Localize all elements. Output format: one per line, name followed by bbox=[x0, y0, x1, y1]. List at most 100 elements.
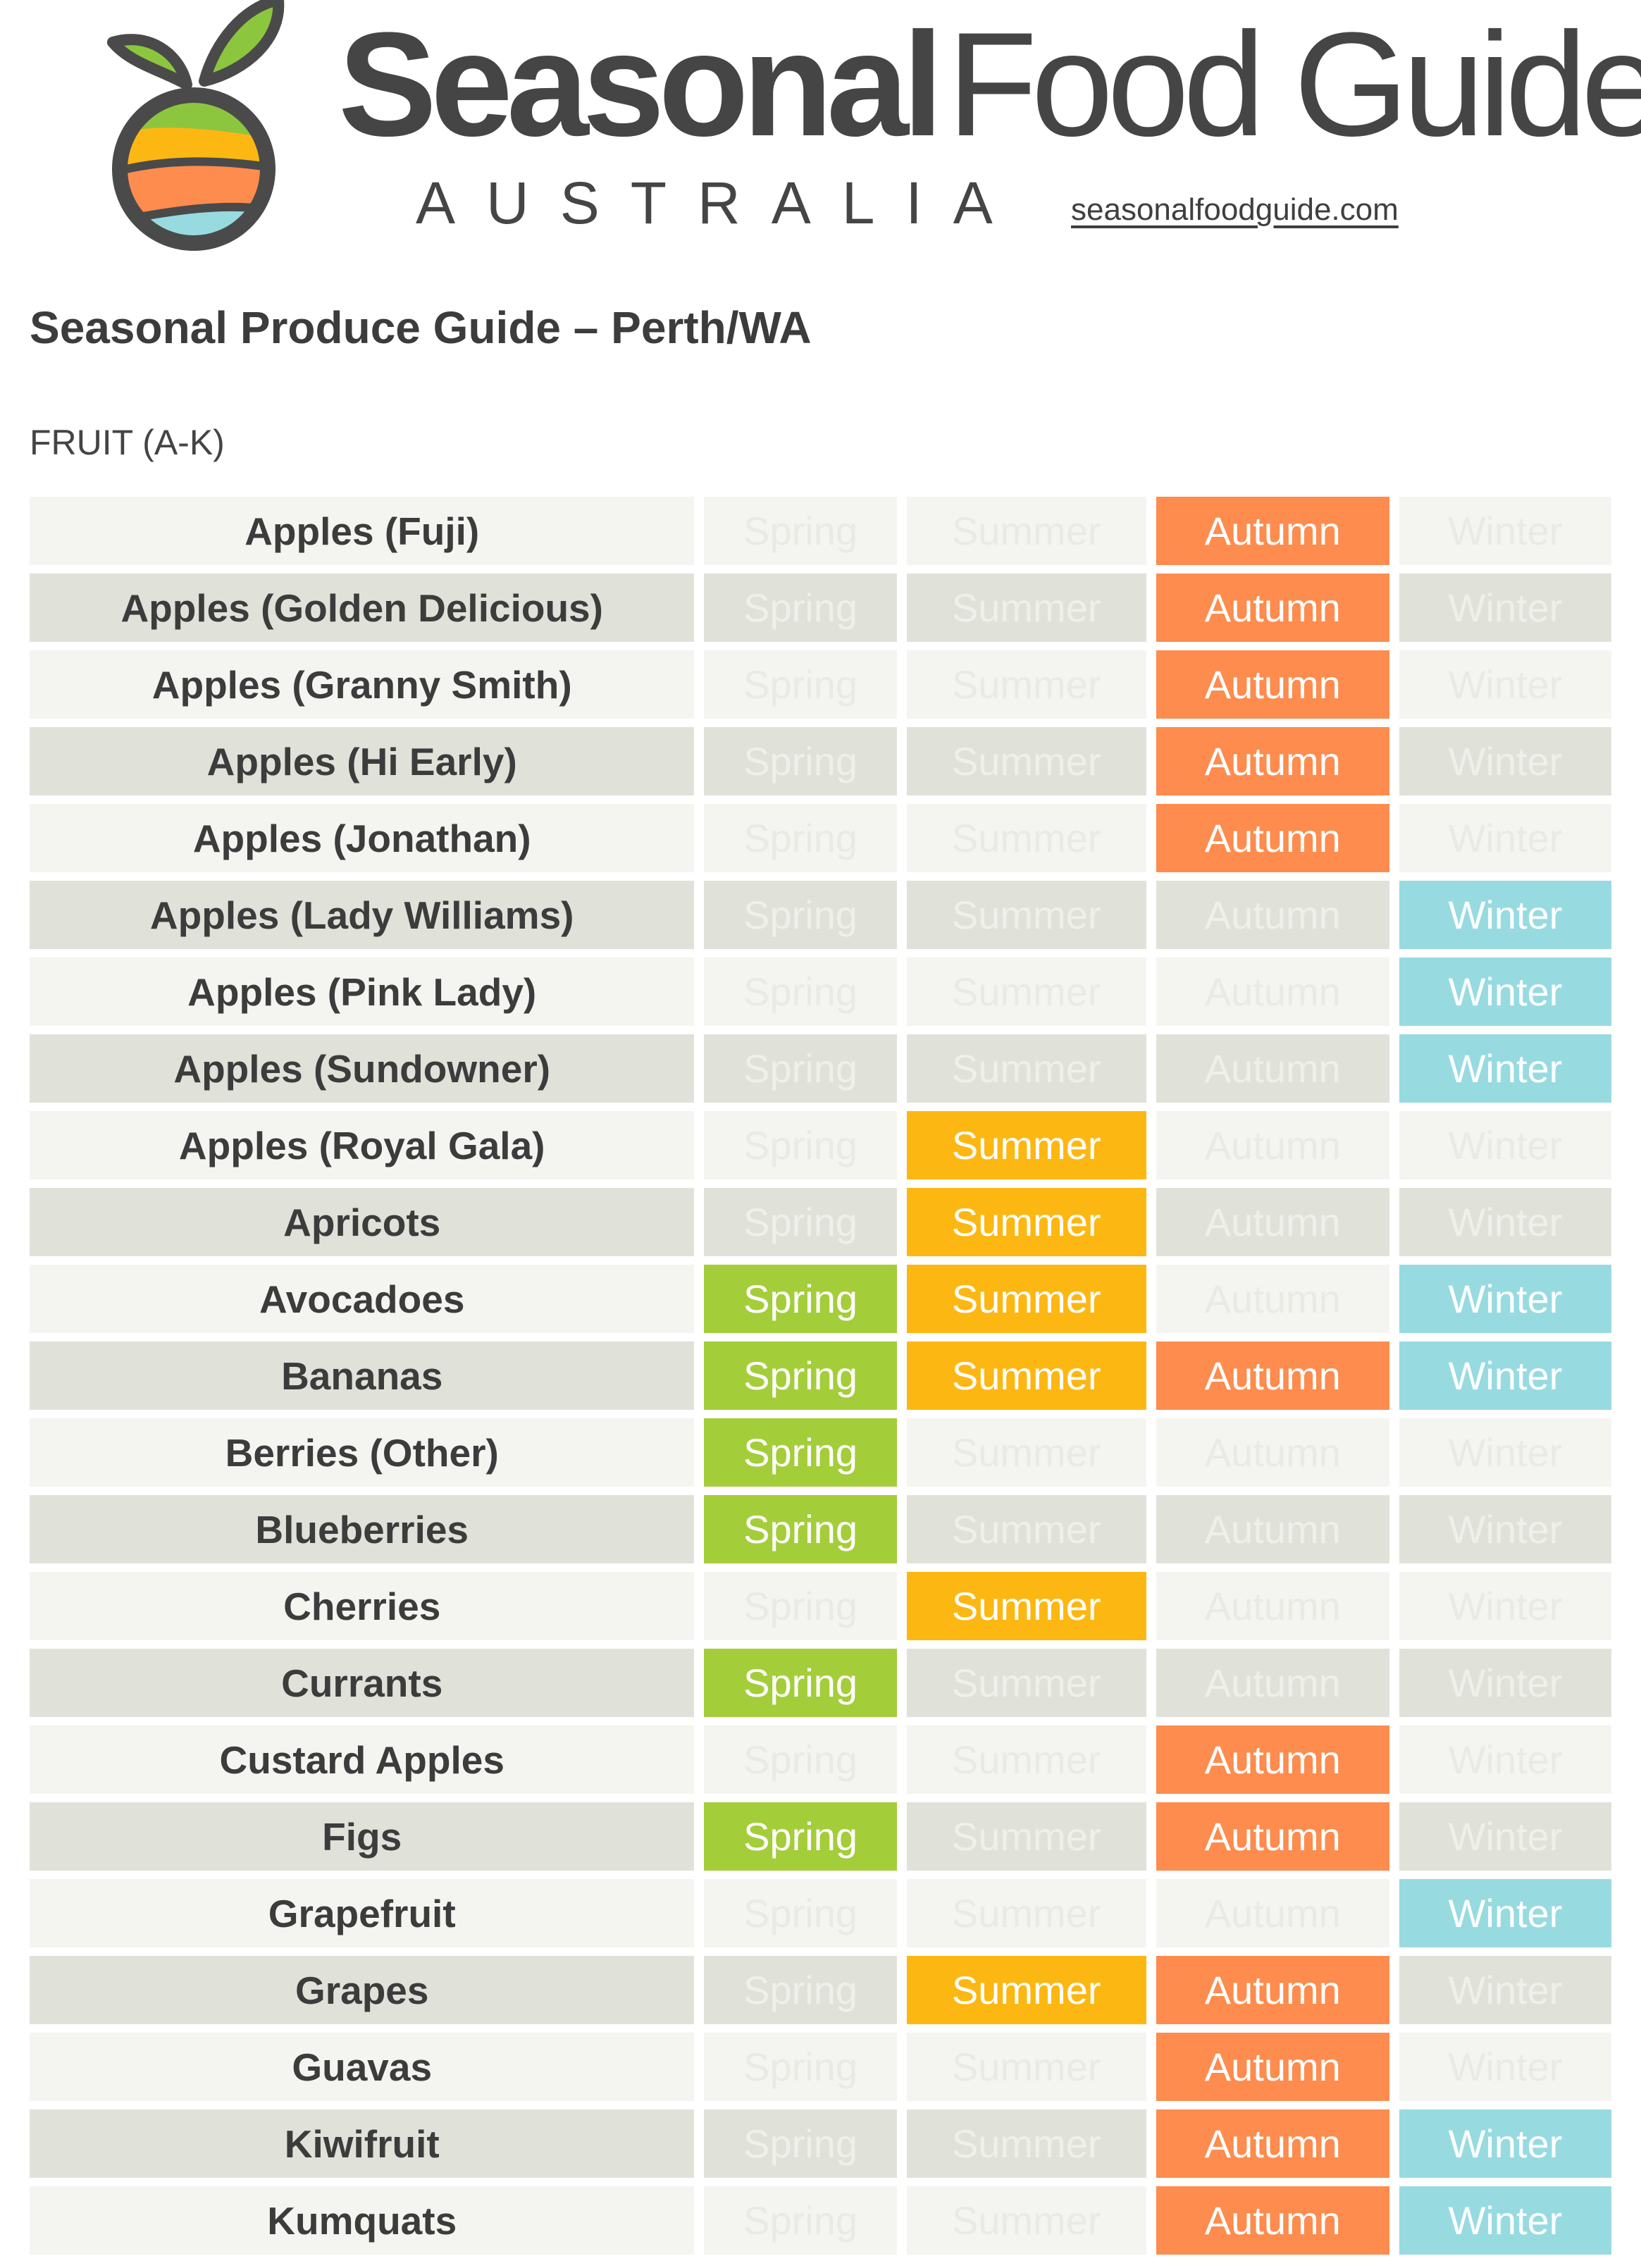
autumn-cell: Autumn bbox=[1156, 650, 1389, 719]
autumn-cell: Autumn bbox=[1156, 881, 1389, 949]
produce-name: Custard Apples bbox=[30, 1725, 695, 1794]
produce-name: Apples (Pink Lady) bbox=[30, 958, 695, 1026]
spring-cell: Spring bbox=[704, 1188, 897, 1256]
section-label: FRUIT (A-K) bbox=[30, 423, 225, 462]
autumn-cell: Autumn bbox=[1156, 727, 1389, 795]
table-row: Apples (Fuji) Spring Summer Autumn Winter bbox=[30, 497, 1611, 565]
produce-name: Bananas bbox=[30, 1341, 695, 1410]
table-row: Kumquats Spring Summer Autumn Winter bbox=[30, 2186, 1611, 2255]
autumn-cell: Autumn bbox=[1156, 2109, 1389, 2178]
produce-name: Apples (Hi Early) bbox=[30, 727, 695, 795]
brand-country: AUSTRALIA bbox=[416, 170, 1024, 236]
produce-name: Currants bbox=[30, 1649, 695, 1717]
summer-cell: Summer bbox=[906, 2109, 1146, 2178]
autumn-cell: Autumn bbox=[1156, 1572, 1389, 1640]
autumn-cell: Autumn bbox=[1156, 1956, 1389, 2024]
winter-cell: Winter bbox=[1399, 881, 1611, 949]
summer-cell: Summer bbox=[906, 1879, 1146, 1947]
autumn-cell: Autumn bbox=[1156, 1265, 1389, 1333]
summer-cell: Summer bbox=[906, 1725, 1146, 1794]
autumn-cell: Autumn bbox=[1156, 2033, 1389, 2101]
produce-name: Kiwifruit bbox=[30, 2109, 695, 2178]
winter-cell: Winter bbox=[1399, 1034, 1611, 1103]
produce-name: Blueberries bbox=[30, 1495, 695, 1563]
spring-cell: Spring bbox=[704, 1418, 897, 1487]
produce-name: Figs bbox=[30, 1802, 695, 1871]
winter-cell: Winter bbox=[1399, 1188, 1611, 1256]
brand-title-bold: Seasonal bbox=[338, 1, 943, 167]
autumn-cell: Autumn bbox=[1156, 2186, 1389, 2255]
spring-cell: Spring bbox=[704, 1802, 897, 1871]
table-row: Apples (Royal Gala) Spring Summer Autumn Win… bbox=[30, 1111, 1611, 1179]
table-row: Avocadoes Spring Summer Autumn Winter bbox=[30, 1265, 1611, 1333]
summer-cell: Summer bbox=[906, 2033, 1146, 2101]
autumn-cell: Autumn bbox=[1156, 1879, 1389, 1947]
produce-name: Apples (Fuji) bbox=[30, 497, 695, 565]
autumn-cell: Autumn bbox=[1156, 497, 1389, 565]
table-row: Guavas Spring Summer Autumn Winter bbox=[30, 2033, 1611, 2101]
table-row: Apples (Sundowner) Spring Summer Autumn Wint… bbox=[30, 1034, 1611, 1103]
spring-cell: Spring bbox=[704, 2033, 897, 2101]
spring-cell: Spring bbox=[704, 1265, 897, 1333]
summer-cell: Summer bbox=[906, 1802, 1146, 1871]
produce-name: Grapes bbox=[30, 1956, 695, 2024]
winter-cell: Winter bbox=[1399, 1879, 1611, 1947]
website-link[interactable]: seasonalfoodguide.com bbox=[1071, 192, 1399, 227]
autumn-cell: Autumn bbox=[1156, 1725, 1389, 1794]
autumn-cell: Autumn bbox=[1156, 1188, 1389, 1256]
autumn-cell: Autumn bbox=[1156, 1418, 1389, 1487]
table-row: Apples (Granny Smith) Spring Summer Autumn W… bbox=[30, 650, 1611, 719]
table-row: Custard Apples Spring Summer Autumn Winter bbox=[30, 1725, 1611, 1794]
spring-cell: Spring bbox=[704, 1649, 897, 1717]
winter-cell: Winter bbox=[1399, 1572, 1611, 1640]
summer-cell: Summer bbox=[906, 958, 1146, 1026]
winter-cell: Winter bbox=[1399, 1265, 1611, 1333]
summer-cell: Summer bbox=[906, 574, 1146, 642]
produce-table: Apples (Fuji) Spring Summer Autumn Winter App… bbox=[30, 497, 1611, 2263]
produce-name: Apples (Sundowner) bbox=[30, 1034, 695, 1103]
winter-cell: Winter bbox=[1399, 1649, 1611, 1717]
winter-cell: Winter bbox=[1399, 1802, 1611, 1871]
summer-cell: Summer bbox=[906, 804, 1146, 872]
summer-cell: Summer bbox=[906, 1034, 1146, 1103]
spring-cell: Spring bbox=[704, 1956, 897, 2024]
table-row: Grapes Spring Summer Autumn Winter bbox=[30, 1956, 1611, 2024]
winter-cell: Winter bbox=[1399, 804, 1611, 872]
autumn-cell: Autumn bbox=[1156, 1034, 1389, 1103]
table-row: Apples (Pink Lady) Spring Summer Autumn Wint… bbox=[30, 958, 1611, 1026]
winter-cell: Winter bbox=[1399, 2109, 1611, 2178]
produce-name: Cherries bbox=[30, 1572, 695, 1640]
brand-title: SeasonalFood Guide bbox=[338, 11, 1641, 159]
spring-cell: Spring bbox=[704, 2109, 897, 2178]
produce-name: Apples (Lady Williams) bbox=[30, 881, 695, 949]
table-row: Berries (Other) Spring Summer Autumn Winter bbox=[30, 1418, 1611, 1487]
logo-icon bbox=[107, 0, 285, 251]
winter-cell: Winter bbox=[1399, 497, 1611, 565]
winter-cell: Winter bbox=[1399, 1418, 1611, 1487]
produce-name: Guavas bbox=[30, 2033, 695, 2101]
spring-cell: Spring bbox=[704, 497, 897, 565]
brand-title-light: Food Guide bbox=[947, 1, 1641, 167]
summer-cell: Summer bbox=[906, 1495, 1146, 1563]
produce-name: Kumquats bbox=[30, 2186, 695, 2255]
spring-cell: Spring bbox=[704, 1879, 897, 1947]
summer-cell: Summer bbox=[906, 1418, 1146, 1487]
table-row: Figs Spring Summer Autumn Winter bbox=[30, 1802, 1611, 1871]
spring-cell: Spring bbox=[704, 1572, 897, 1640]
winter-cell: Winter bbox=[1399, 1725, 1611, 1794]
page-title: Seasonal Produce Guide – Perth/WA bbox=[30, 302, 812, 353]
summer-cell: Summer bbox=[906, 2186, 1146, 2255]
spring-cell: Spring bbox=[704, 1034, 897, 1103]
autumn-cell: Autumn bbox=[1156, 574, 1389, 642]
produce-name: Apples (Golden Delicious) bbox=[30, 574, 695, 642]
winter-cell: Winter bbox=[1399, 1956, 1611, 2024]
table-row: Apricots Spring Summer Autumn Winter bbox=[30, 1188, 1611, 1256]
produce-name: Berries (Other) bbox=[30, 1418, 695, 1487]
produce-name: Apples (Jonathan) bbox=[30, 804, 695, 872]
summer-cell: Summer bbox=[906, 1341, 1146, 1410]
summer-cell: Summer bbox=[906, 650, 1146, 719]
table-row: Apples (Golden Delicious) Spring Summer Aut… bbox=[30, 574, 1611, 642]
table-row: Bananas Spring Summer Autumn Winter bbox=[30, 1341, 1611, 1410]
autumn-cell: Autumn bbox=[1156, 1341, 1389, 1410]
table-row: Kiwifruit Spring Summer Autumn Winter bbox=[30, 2109, 1611, 2178]
